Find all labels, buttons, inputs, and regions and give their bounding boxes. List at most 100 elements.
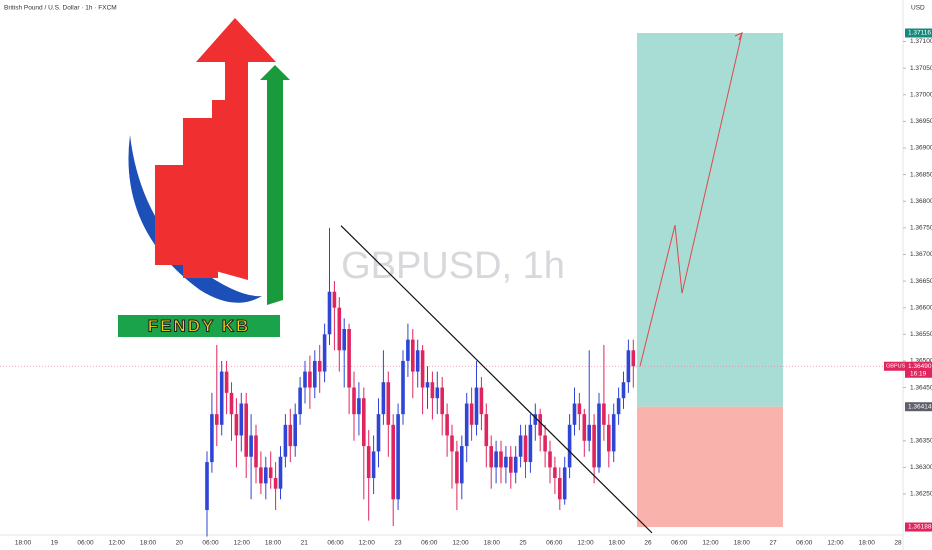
candle-body [455,451,459,484]
candle-body [479,387,484,415]
candle-body [362,398,366,447]
candle-body [366,446,371,479]
last-price-label: 1.36490 [908,363,932,370]
candle-body [313,360,317,388]
candle-body [308,371,312,388]
y-tick-label: 1.36350 [910,437,932,444]
candle-body [205,462,209,510]
candle-body [450,435,454,452]
x-tick-label: 28 [894,540,902,547]
candle-body [523,435,528,463]
y-tick-label: 1.36850 [910,171,932,178]
candle-body [597,403,601,468]
candle-body [558,478,562,500]
candle-body [288,424,293,447]
candle-body [616,398,621,415]
candle-body [415,350,420,372]
y-tick-label: 1.36250 [910,491,932,498]
candle-body [538,414,542,436]
x-tick-label: 18:00 [15,540,32,547]
projection-arrowhead [734,32,743,41]
candle-body [430,382,435,399]
x-tick-label: 18:00 [140,540,157,547]
candle-body [278,456,283,489]
symbol-tag [884,361,905,371]
candle-body [352,387,356,415]
candle-body [474,387,479,425]
candle-body [572,403,577,425]
x-tick-label: 06:00 [77,540,94,547]
candle-body [567,424,572,468]
candle-body [425,382,430,388]
candle-body [577,403,582,415]
candle-body [518,435,523,457]
stop-tag-label: 1.36188 [908,524,932,531]
candle-body [631,350,636,367]
x-tick-label: 12:00 [452,540,469,547]
logo: FENDY KB [118,18,290,337]
candle-body [224,371,229,393]
candle-body [464,403,469,447]
candle-body [249,435,253,457]
currency: USD [911,5,925,12]
candle-body [528,424,533,463]
entry-tag-label: 1.36414 [908,403,932,410]
candle-body [293,414,297,447]
logo-green-arrow [260,65,290,305]
candle-body [562,467,567,500]
target-zone [637,33,783,407]
candle-body [391,424,395,500]
candle-body [347,328,351,388]
candle-body [283,424,288,457]
stop-tag [905,522,932,532]
watermark: GBPUSD, 1h [341,245,565,287]
candle-body [553,467,557,479]
x-tick-label: 23 [394,540,402,547]
last-price-tag [905,361,932,378]
candle-body [342,328,346,351]
y-tick-label: 1.37100 [910,38,932,45]
candle-body [548,451,552,468]
x-tick-label: 06:00 [327,540,344,547]
logo-text: FENDY KB [148,316,251,335]
candle-body [435,387,440,399]
x-tick-label: 21 [301,540,309,547]
x-tick-label: 12:00 [359,540,376,547]
candle-body [582,414,587,441]
x-tick-label: 18:00 [265,540,282,547]
candle-body [411,339,415,372]
symbol-title: British Pound / U.S. Dollar · 1h · FXCM [4,5,117,12]
projection-path [639,32,743,367]
logo-bar [155,165,188,265]
candle-body [401,360,405,415]
y-tick-label: 1.36700 [910,251,932,258]
x-tick-label: 06:00 [546,540,563,547]
candle-body [322,334,327,372]
x-tick-label: 06:00 [202,540,219,547]
candle-body [621,382,626,399]
x-tick-label: 12:00 [827,540,844,547]
x-tick-label: 27 [769,540,777,547]
candle-body [244,403,248,457]
candle-body [626,350,631,383]
candle-body [509,456,513,473]
y-tick-label: 1.36300 [910,464,932,471]
y-tick-label: 1.36950 [910,118,932,125]
candle-body [229,392,234,415]
x-tick-label: 12:00 [234,540,251,547]
candle-body [543,435,547,452]
candle-body [611,414,616,452]
y-tick-label: 1.36800 [910,198,932,205]
candle-body [234,414,239,436]
x-tick-label: 12:00 [577,540,594,547]
y-tick-label: 1.36650 [910,278,932,285]
candle-body [215,414,219,425]
y-tick-label: 1.36600 [910,304,932,311]
candle-body [317,360,322,372]
candle-body [239,403,244,436]
x-tick-label: 19 [51,540,59,547]
candle-body [494,451,498,468]
candle-body [357,398,361,415]
candle-body [420,350,425,388]
logo-arrow [196,18,276,280]
